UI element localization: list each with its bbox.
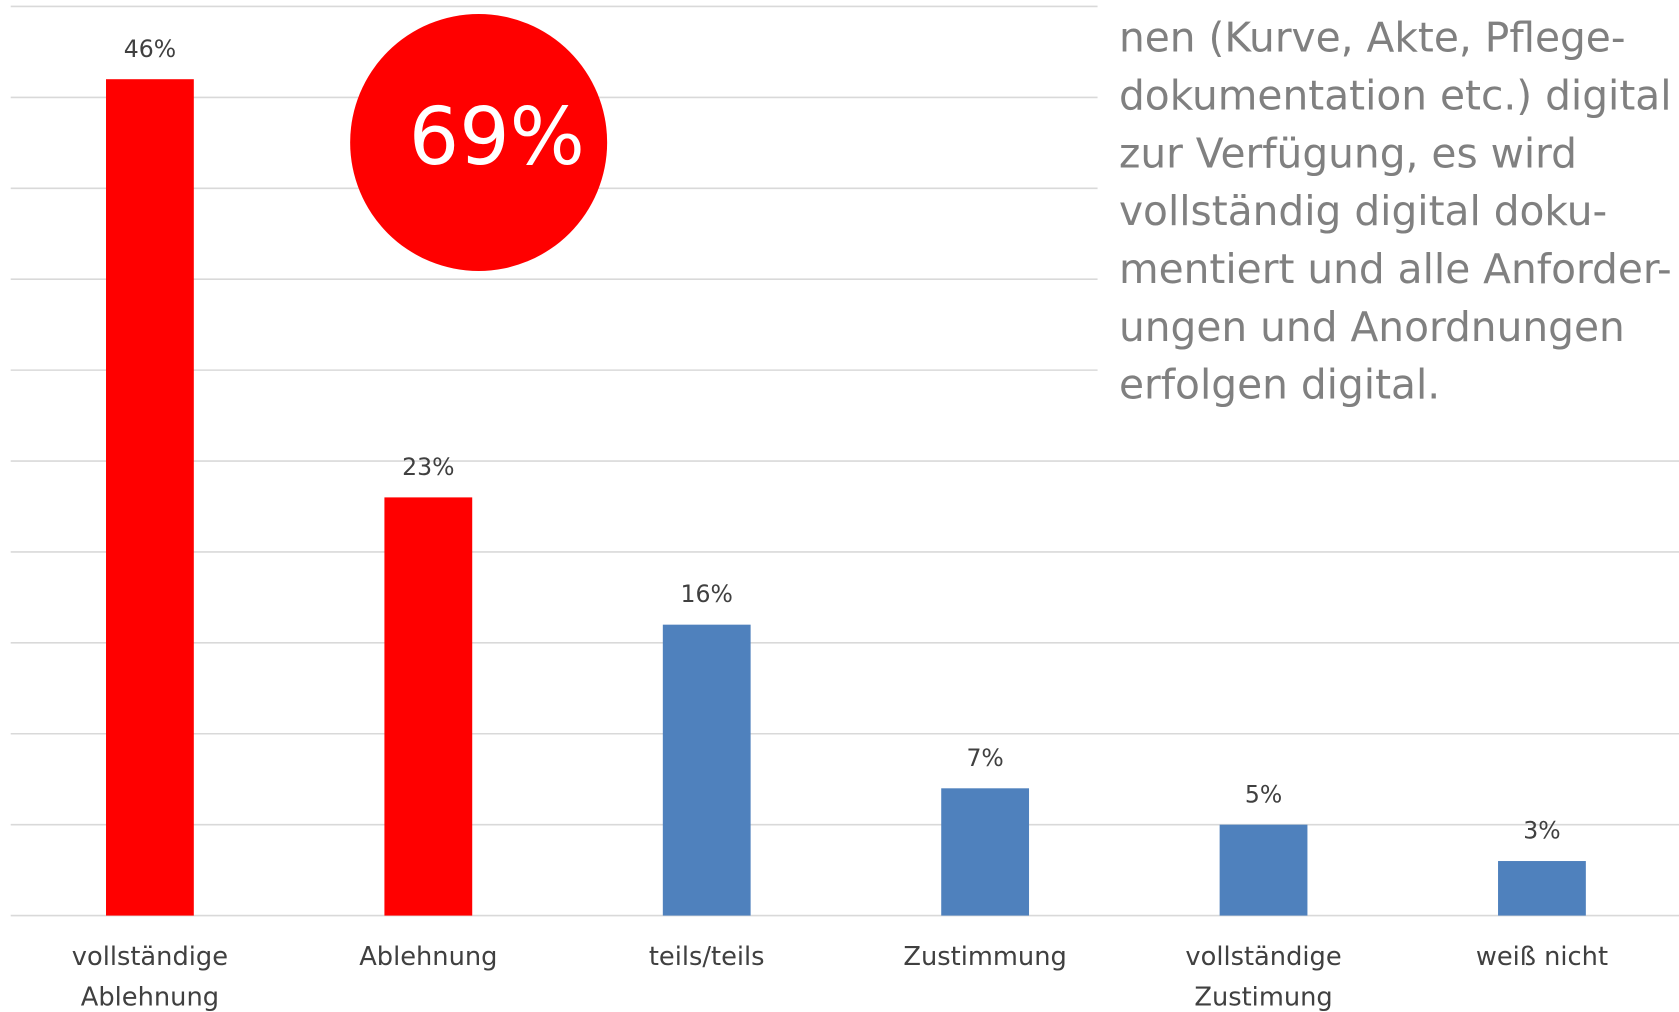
x-tick-label: Zustimung — [1194, 983, 1332, 1012]
bar — [1498, 861, 1586, 916]
description-line: vollständig digital doku- — [1119, 187, 1607, 235]
value-label: 5% — [1245, 780, 1282, 808]
bars — [106, 79, 1586, 916]
description-line: mentiert und alle Anforder- — [1119, 245, 1672, 293]
value-label: 46% — [124, 35, 176, 63]
highlight-label: 69% — [409, 90, 585, 183]
x-tick-label: vollständige — [1185, 942, 1341, 972]
x-tick-label: teils/teils — [649, 942, 765, 972]
value-label: 16% — [681, 580, 733, 608]
x-tick-label: weiß nicht — [1476, 942, 1608, 972]
highlight-circle — [350, 13, 608, 271]
bar — [1219, 824, 1308, 916]
bar — [941, 788, 1030, 916]
value-label: 7% — [966, 744, 1003, 772]
x-tick-label: vollständige — [72, 942, 228, 972]
bar — [106, 79, 194, 916]
x-tick-label: Ablehnung — [81, 983, 219, 1012]
description-line: nen (Kurve, Akte, Pflege- — [1119, 14, 1626, 62]
description-line: erfolgen digital. — [1119, 361, 1440, 409]
bar — [662, 624, 751, 916]
description-line: dokumentation etc.) digital — [1119, 72, 1672, 120]
value-label: 23% — [402, 453, 454, 481]
x-tick-label: Zustimmung — [903, 942, 1066, 972]
description-line: ungen und Anordnungen — [1119, 303, 1625, 351]
value-label: 3% — [1523, 817, 1560, 845]
text-box — [1097, 0, 1679, 450]
description-line: zur Verfügung, es wird — [1119, 129, 1577, 177]
bar — [384, 497, 473, 916]
x-tick-label: Ablehnung — [359, 942, 497, 972]
